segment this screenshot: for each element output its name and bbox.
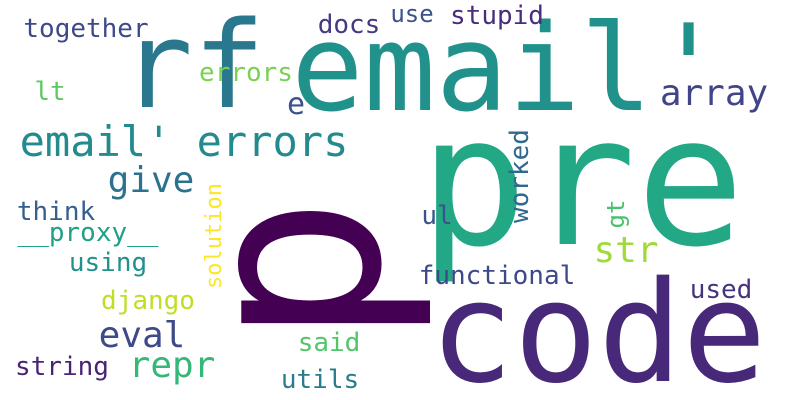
word-email-errors: email' errors: [20, 121, 349, 163]
word-ul: ul: [421, 203, 452, 229]
word-string: string: [15, 354, 109, 380]
word-django: django: [101, 288, 195, 314]
word-docs: docs: [318, 12, 381, 38]
word-used: used: [690, 277, 753, 303]
word-stupid: stupid: [450, 3, 544, 29]
word-array: array: [660, 76, 768, 112]
word-solution: solution: [204, 183, 226, 289]
word-e: e: [287, 90, 305, 120]
word-functional: functional: [419, 263, 576, 289]
word-gt: gt: [604, 200, 628, 229]
word-errors: errors: [199, 60, 293, 86]
word-lt: lt: [34, 79, 65, 105]
word-use: use: [390, 2, 433, 26]
word-give: give: [108, 163, 195, 199]
word-together: together: [23, 16, 148, 42]
word-str: str: [593, 233, 658, 269]
word-repr: repr: [129, 348, 216, 384]
word-using: using: [69, 250, 147, 276]
word-proxy: __proxy__: [18, 220, 159, 246]
word-said: said: [298, 330, 361, 356]
word-worked: worked: [507, 129, 533, 223]
word-utils: utils: [281, 367, 359, 393]
